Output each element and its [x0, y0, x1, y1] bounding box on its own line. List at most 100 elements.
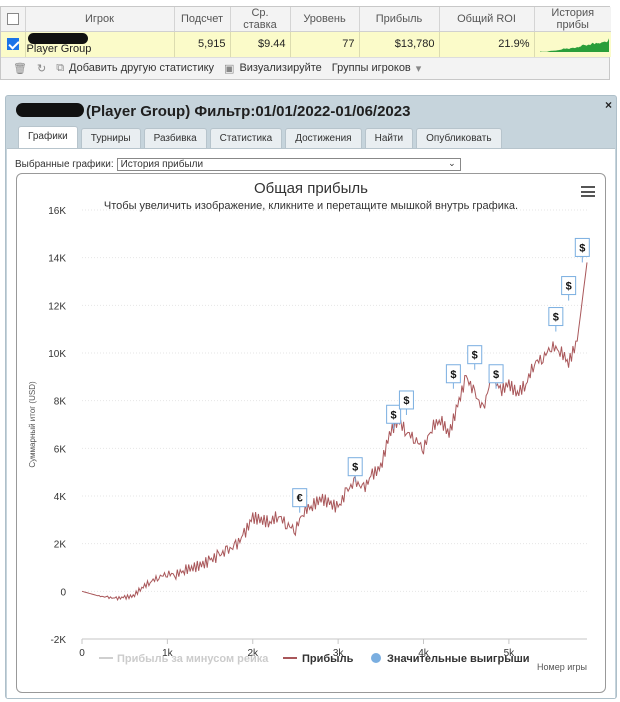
- panel-title-text: (Player Group) Фильтр:01/01/2022-01/06/2…: [86, 103, 411, 120]
- profit-chart[interactable]: Общая прибыль Чтобы увеличить изображени…: [16, 173, 606, 693]
- flag-box: [548, 307, 564, 327]
- x-tick-label: 2k: [247, 648, 259, 659]
- flag-label: $: [472, 350, 478, 362]
- y-tick-label: 8K: [54, 397, 67, 408]
- chart-grid: [82, 209, 587, 640]
- flag-label: $: [553, 312, 559, 324]
- tab-publish[interactable]: Опубликовать: [416, 128, 502, 148]
- add-stats-button[interactable]: ⧉ Добавить другую статистику: [56, 62, 214, 75]
- add-stats-label: Добавить другую статистику: [69, 62, 215, 74]
- big-win-flag: $: [386, 404, 402, 430]
- chart-selector-label: Выбранные графики:: [15, 159, 114, 170]
- flag-box: [398, 390, 414, 410]
- tab-breakdown[interactable]: Разбивка: [143, 128, 207, 148]
- legend-swatch-big-wins: [371, 653, 381, 663]
- big-win-flag: €: [292, 488, 308, 513]
- col-header-level[interactable]: Уровень: [290, 7, 360, 32]
- big-win-flag: $: [548, 307, 564, 332]
- y-tick-label: 0: [60, 587, 66, 598]
- report-tabs: Графики Турниры Разбивка Статистика Дост…: [18, 126, 502, 148]
- flag-box: [561, 276, 577, 296]
- x-tick-label: 3k: [333, 648, 345, 659]
- chart-select[interactable]: История прибыли ⌄: [116, 158, 461, 171]
- y-tick-label: -2K: [50, 635, 66, 646]
- caret-down-icon: ▾: [415, 62, 422, 75]
- profit-sparkline-cell[interactable]: [534, 31, 611, 57]
- avg-stake-cell: $9.44: [230, 31, 291, 57]
- player-groups-dropdown[interactable]: Группы игроков ▾: [332, 62, 422, 75]
- flag-box: [467, 345, 483, 365]
- player-groups-label: Группы игроков: [331, 62, 411, 74]
- chevron-down-icon: ⌄: [448, 158, 456, 168]
- tab-find[interactable]: Найти: [364, 128, 414, 148]
- legend-item-rake: Прибыль за минусом рейка: [117, 653, 269, 665]
- refresh-icon[interactable]: ↻: [36, 62, 47, 75]
- col-header-profit[interactable]: Прибыль: [359, 7, 440, 32]
- flag-box: [574, 237, 590, 257]
- tab-graphs[interactable]: Графики: [18, 126, 78, 148]
- level-cell: 77: [290, 31, 360, 57]
- x-tick-label: 0: [79, 648, 85, 659]
- table-toolbar: 🗑︎ ↻ ⧉ Добавить другую статистику ▣ Визу…: [1, 56, 609, 79]
- x-axis-ticks: 0 1k 2k 3k 4k 5k: [79, 638, 587, 659]
- big-win-flag: $: [574, 237, 590, 263]
- y-tick-label: 10K: [48, 349, 66, 360]
- big-win-flag: $: [488, 364, 504, 389]
- col-header-player[interactable]: Игрок: [25, 7, 175, 32]
- big-win-flag: $: [398, 390, 414, 415]
- player-stats-table: Игрок Подсчет Ср. ставка Уровень Прибыль…: [0, 6, 611, 80]
- chart-subtitle: Чтобы увеличить изображение, кликните и …: [103, 200, 519, 212]
- flag-label: $: [403, 395, 409, 407]
- big-win-flag: $: [445, 364, 461, 389]
- count-cell: 5,915: [174, 31, 231, 57]
- legend-item-profit: Прибыль: [302, 653, 354, 665]
- big-win-flag: $: [561, 276, 577, 301]
- flag-box: [488, 364, 504, 384]
- chart-canvas[interactable]: -2K 0 2K 4K 6K 8K 10K 12K 14K 16K 0 1k 2k 3k 4k 5k Сум…: [17, 174, 605, 692]
- flag-box: [445, 364, 461, 384]
- flag-label: $: [450, 369, 456, 381]
- add-columns-icon: ⧉: [56, 61, 65, 74]
- report-panel: (Player Group) Фильтр:01/01/2022-01/06/2…: [5, 95, 617, 699]
- col-header-roi[interactable]: Общий ROI: [439, 7, 535, 32]
- flag-box: [386, 404, 402, 424]
- big-win-flag: $: [467, 345, 483, 370]
- flag-label: $: [352, 462, 358, 474]
- chart-selector-row: Выбранные графики: История прибыли ⌄: [15, 158, 461, 171]
- trash-icon[interactable]: 🗑︎: [13, 62, 27, 75]
- y-tick-label: 16K: [48, 206, 66, 217]
- table-row[interactable]: Player Group 5,915 $9.44 77 $13,780 21.9…: [1, 31, 611, 57]
- visualize-button[interactable]: ▣ Визуализируйте: [224, 62, 322, 75]
- row-checkbox-cell[interactable]: [1, 31, 26, 57]
- y-tick-label: 12K: [48, 301, 66, 312]
- col-header-profit-history[interactable]: История прибы: [534, 7, 611, 32]
- select-all-checkbox[interactable]: [6, 13, 19, 26]
- tab-statistics[interactable]: Статистика: [209, 128, 283, 148]
- flag-label: $: [566, 281, 572, 293]
- select-all-cell[interactable]: [1, 7, 26, 32]
- x-tick-label: 1k: [162, 648, 174, 659]
- player-name-cell[interactable]: Player Group: [25, 31, 175, 57]
- hamburger-menu-icon[interactable]: [581, 186, 595, 197]
- y-axis-ticks: -2K 0 2K 4K 6K 8K 10K 12K 14K 16K: [48, 206, 66, 646]
- big-win-flag: $: [347, 457, 363, 482]
- redacted-name: [27, 33, 88, 44]
- profit-sparkline: [539, 37, 609, 52]
- close-icon[interactable]: ×: [604, 98, 612, 112]
- x-tick-label: 4k: [418, 648, 430, 659]
- visualize-label: Визуализируйте: [239, 62, 322, 74]
- tab-tournaments[interactable]: Турниры: [80, 128, 141, 148]
- player-name: Player Group: [26, 42, 92, 55]
- y-axis-label: Суммарный итог (USD): [28, 381, 37, 468]
- col-header-count[interactable]: Подсчет: [174, 7, 231, 32]
- flag-label: $: [391, 409, 397, 421]
- x-axis-label: Номер игры: [537, 662, 587, 672]
- col-header-avg-stake[interactable]: Ср. ставка: [230, 7, 291, 32]
- redacted-name: [16, 103, 84, 117]
- tab-achievements[interactable]: Достижения: [285, 128, 362, 148]
- tab-content: Выбранные графики: История прибыли ⌄ Общ…: [7, 148, 615, 698]
- table-header: Игрок Подсчет Ср. ставка Уровень Прибыль…: [1, 7, 611, 32]
- y-tick-label: 6K: [54, 444, 67, 455]
- flag-label: $: [579, 242, 585, 254]
- row-checkbox[interactable]: [6, 38, 19, 51]
